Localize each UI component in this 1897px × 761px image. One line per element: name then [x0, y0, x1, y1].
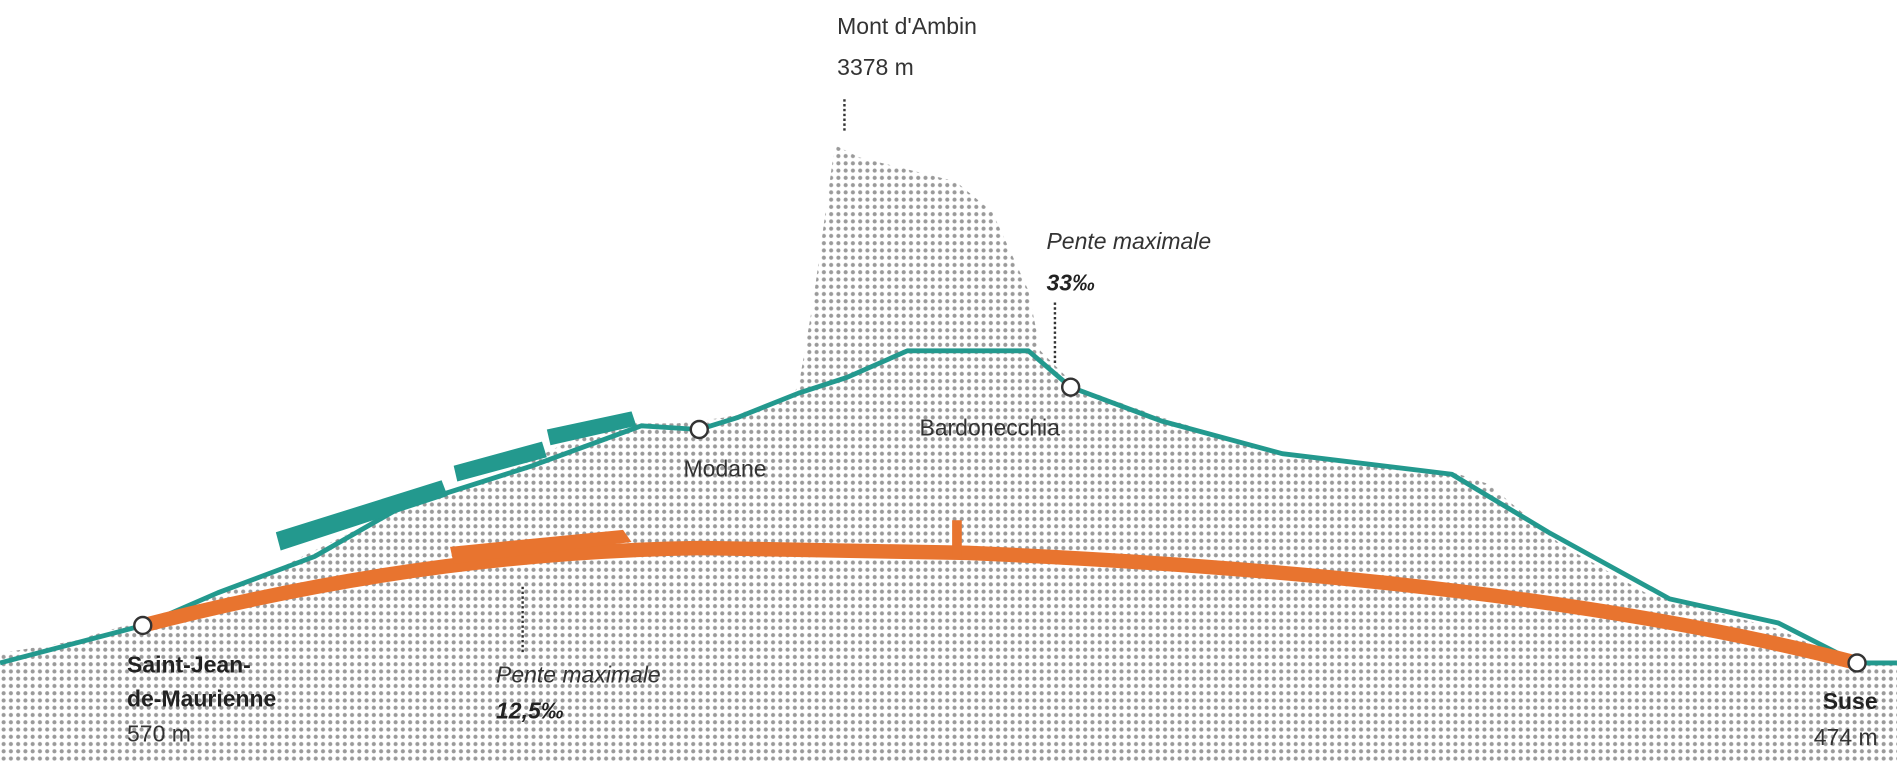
slope-value: 12,5‰ [496, 698, 564, 724]
station-elevation: 474 m [1814, 724, 1878, 750]
station-name: de-Maurienne [127, 686, 276, 712]
station-name: Suse [1823, 688, 1878, 714]
station-name: Modane [684, 456, 767, 482]
slope-label: Pente maximale [496, 661, 661, 687]
mountain [0, 145, 1897, 761]
station-name: Saint-Jean- [127, 652, 251, 678]
station-elevation: 570 m [127, 721, 191, 747]
slope-label: Pente maximale [1046, 228, 1211, 254]
station-marker [1849, 655, 1866, 672]
slope-value: 33‰ [1046, 269, 1095, 295]
station-name: Bardonecchia [919, 415, 1060, 441]
peak-elevation: 3378 m [837, 54, 914, 80]
station-marker [691, 421, 708, 438]
elevation-profile: Mont d'Ambin 3378 m Pente maximale 33‰ M… [0, 0, 1897, 761]
station-marker [134, 617, 151, 634]
shaft [952, 520, 962, 556]
station-marker [1062, 379, 1079, 396]
peak-name: Mont d'Ambin [837, 13, 977, 39]
